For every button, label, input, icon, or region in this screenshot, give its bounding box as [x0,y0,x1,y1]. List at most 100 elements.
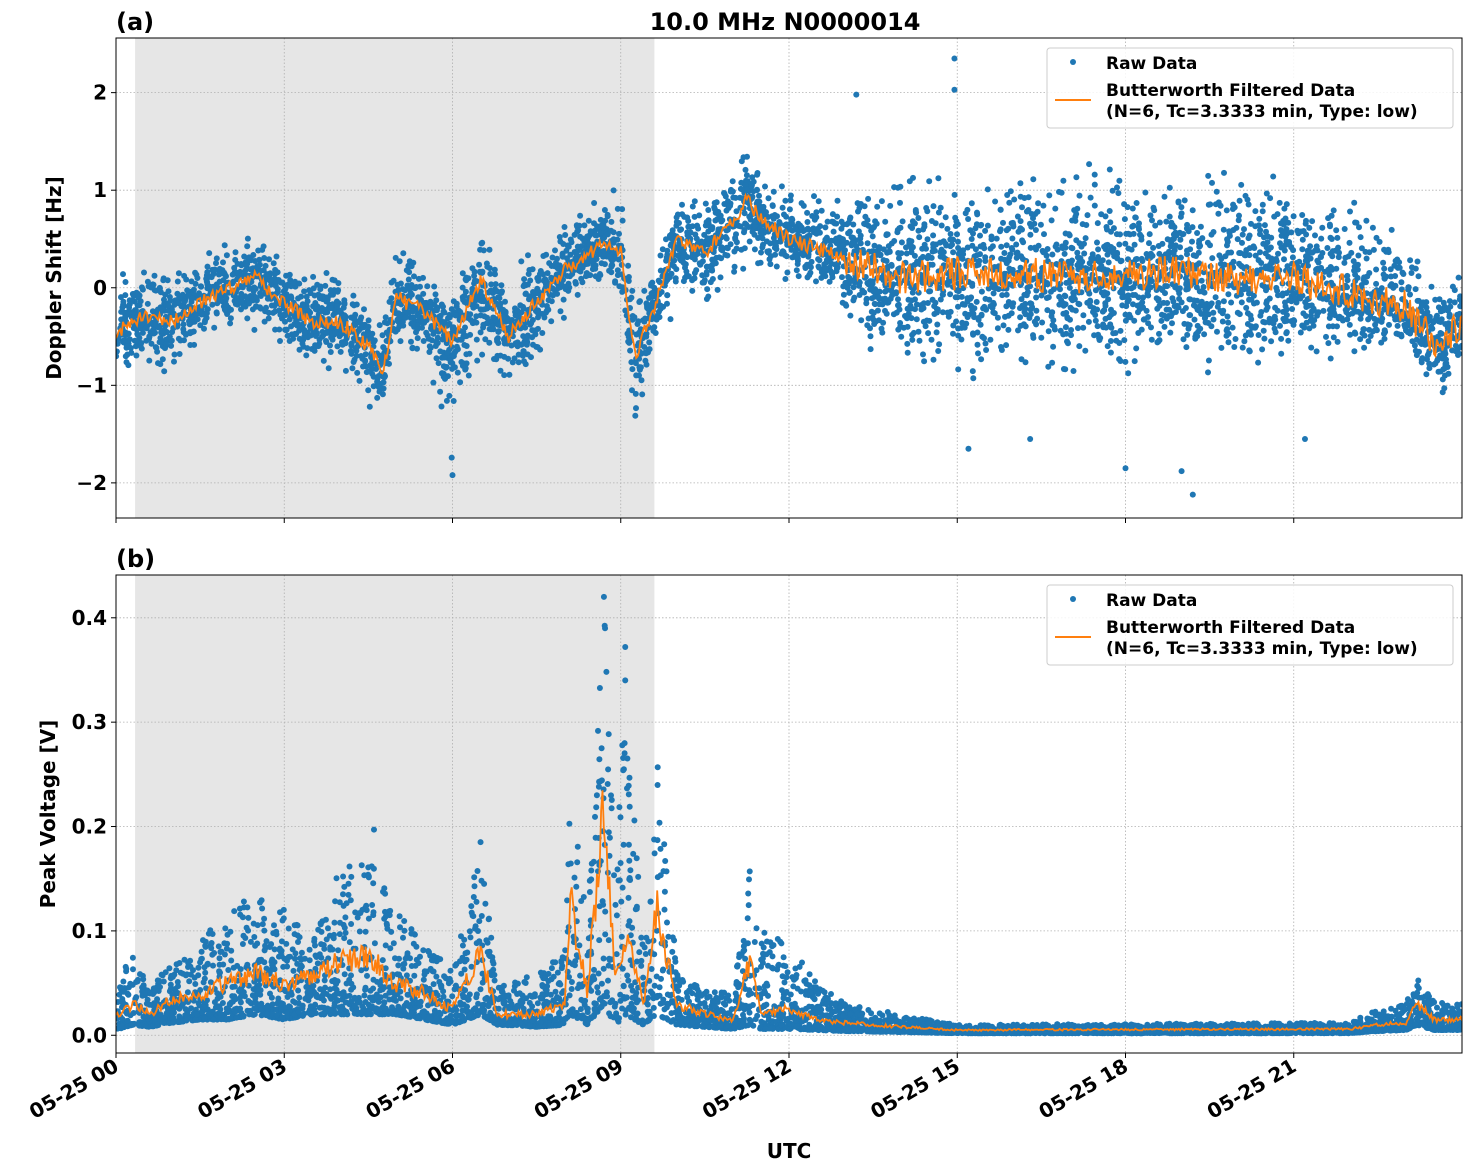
raw-data-point [181,321,187,327]
raw-data-point [181,299,187,305]
raw-data-point [999,347,1005,353]
raw-data-point [1209,180,1215,186]
raw-data-point [1169,320,1175,326]
raw-data-point [1409,264,1415,270]
raw-data-point [721,201,727,207]
raw-data-point [953,319,959,325]
raw-data-point [187,342,193,348]
raw-data-point [1121,337,1127,343]
raw-data-point [495,329,501,335]
raw-data-point [1023,323,1029,329]
raw-data-point [1336,250,1342,256]
raw-data-point [608,219,614,225]
raw-data-point [214,311,220,317]
raw-data-point [277,338,283,344]
raw-data-point [1251,243,1257,249]
raw-data-point [897,184,903,190]
raw-data-point [923,205,929,211]
raw-data-point [1352,330,1358,336]
raw-data-point [734,246,740,252]
raw-data-point [832,237,838,243]
raw-data-point [542,278,548,284]
raw-data-point [1004,260,1010,266]
raw-data-point [442,375,448,381]
raw-data-point [921,221,927,227]
raw-data-point [449,455,455,461]
raw-data-point [170,310,176,316]
raw-data-point [1329,213,1335,219]
raw-data-point [317,295,323,301]
raw-data-point [1218,203,1224,209]
raw-data-point [831,229,837,235]
raw-data-point [221,270,227,276]
raw-data-point [924,318,930,324]
raw-data-point [1285,338,1291,344]
raw-data-point [351,359,357,365]
raw-data-point [1270,174,1276,180]
raw-data-point [969,236,975,242]
raw-data-point [393,255,399,261]
raw-data-point [864,322,870,328]
raw-data-point [1105,296,1111,302]
raw-data-point [1178,204,1184,210]
raw-data-point [1358,234,1364,240]
raw-data-point [479,352,485,358]
raw-data-point [983,341,989,347]
raw-data-point [755,260,761,266]
raw-data-point [932,248,938,254]
raw-data-point [1083,235,1089,241]
raw-data-point [334,343,340,349]
raw-data-point [970,311,976,317]
raw-data-point [1259,346,1265,352]
raw-data-point [742,210,748,216]
raw-data-point [629,366,635,372]
raw-data-point [575,292,581,298]
raw-data-point [692,252,698,258]
raw-data-point [194,275,200,281]
raw-data-point [1063,331,1069,337]
raw-data-point [535,344,541,350]
raw-data-point [1071,207,1077,213]
raw-data-point [651,324,657,330]
raw-data-point [357,378,363,384]
raw-data-point [850,235,856,241]
raw-data-point [599,223,605,229]
raw-data-point [1386,322,1392,328]
raw-data-point [952,215,958,221]
raw-data-point [1291,318,1297,324]
raw-data-point [882,297,888,303]
raw-data-point [1351,348,1357,354]
raw-data-point [530,293,536,299]
raw-data-point [1026,315,1032,321]
raw-data-point [740,266,746,272]
raw-data-point [868,333,874,339]
raw-data-point [244,243,250,249]
raw-data-point [525,252,531,258]
raw-data-point [724,228,730,234]
raw-data-point [1132,242,1138,248]
raw-data-point [433,291,439,297]
raw-data-point [1125,370,1131,376]
raw-data-point [1146,240,1152,246]
raw-data-point [1080,325,1086,331]
raw-data-point [271,260,277,266]
raw-data-point [1011,197,1017,203]
raw-data-point [360,364,366,370]
raw-data-point [328,305,334,311]
raw-data-point [1289,306,1295,312]
raw-data-point [879,330,885,336]
raw-data-point [747,239,753,245]
raw-data-point [988,246,994,252]
raw-data-point [1088,195,1094,201]
raw-data-point [784,270,790,276]
raw-data-point [1131,318,1137,324]
raw-data-point [909,337,915,343]
raw-data-point [1271,321,1277,327]
raw-data-point [1257,227,1263,233]
raw-data-point [568,237,574,243]
raw-data-point [400,323,406,329]
raw-data-point [415,294,421,300]
raw-data-point [1236,213,1242,219]
raw-data-point [530,317,536,323]
raw-data-point [416,276,422,282]
